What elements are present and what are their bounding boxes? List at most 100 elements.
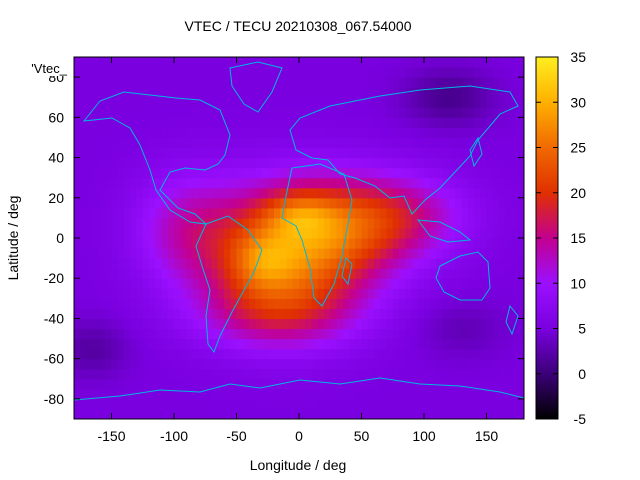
heatmap-cell bbox=[361, 207, 369, 219]
heatmap-cell bbox=[517, 328, 524, 340]
heatmap-cell bbox=[236, 67, 244, 78]
heatmap-cell bbox=[205, 378, 213, 390]
heatmap-cell bbox=[205, 238, 213, 249]
heatmap-cell bbox=[142, 408, 150, 419]
heatmap-cell bbox=[324, 57, 331, 68]
heatmap-cell bbox=[505, 177, 513, 189]
heatmap-cell bbox=[399, 127, 406, 139]
heatmap-cell bbox=[336, 97, 344, 108]
heatmap-cell bbox=[486, 157, 494, 169]
heatmap-cell bbox=[449, 197, 456, 209]
heatmap-cell bbox=[242, 147, 250, 159]
heatmap-cell bbox=[92, 308, 100, 320]
heatmap-cell bbox=[374, 408, 381, 419]
heatmap-cell bbox=[149, 187, 156, 199]
heatmap-cell bbox=[92, 127, 100, 139]
heatmap-cell bbox=[80, 328, 88, 340]
heatmap-cell bbox=[305, 117, 313, 128]
heatmap-cell bbox=[161, 177, 169, 189]
heatmap-cell bbox=[99, 67, 106, 78]
heatmap-cell bbox=[117, 187, 125, 199]
heatmap-cell bbox=[105, 258, 113, 269]
heatmap-cell bbox=[374, 137, 381, 149]
heatmap-cell bbox=[236, 258, 244, 269]
heatmap-cell bbox=[242, 268, 250, 279]
heatmap-cell bbox=[180, 157, 188, 169]
heatmap-cell bbox=[442, 67, 450, 78]
heatmap-cell bbox=[399, 358, 406, 370]
heatmap-cell bbox=[292, 378, 300, 390]
heatmap-cell bbox=[174, 207, 181, 219]
heatmap-cell bbox=[442, 348, 450, 360]
heatmap-cell bbox=[392, 358, 400, 370]
heatmap-cell bbox=[117, 398, 125, 410]
heatmap-cell bbox=[186, 348, 194, 360]
heatmap-cell bbox=[211, 197, 219, 209]
heatmap-cell bbox=[374, 117, 381, 128]
heatmap-cell bbox=[242, 157, 250, 169]
heatmap-cell bbox=[355, 97, 363, 108]
heatmap-cell bbox=[186, 217, 194, 229]
heatmap-cell bbox=[117, 378, 125, 390]
heatmap-cell bbox=[286, 137, 294, 149]
heatmap-cell bbox=[117, 157, 125, 169]
heatmap-cell bbox=[180, 318, 188, 330]
heatmap-cell bbox=[280, 368, 288, 380]
heatmap-cell bbox=[380, 258, 388, 269]
heatmap-cell bbox=[499, 207, 506, 219]
heatmap-cell bbox=[299, 157, 306, 169]
heatmap-cell bbox=[430, 398, 438, 410]
heatmap-cell bbox=[299, 368, 306, 380]
heatmap-cell bbox=[161, 137, 169, 149]
heatmap-cell bbox=[286, 217, 294, 229]
heatmap-cell bbox=[492, 67, 500, 78]
heatmap-cell bbox=[492, 328, 500, 340]
heatmap-cell bbox=[274, 238, 281, 249]
heatmap-cell bbox=[399, 308, 406, 320]
heatmap-cell bbox=[417, 97, 425, 108]
heatmap-cell bbox=[124, 398, 131, 410]
heatmap-cell bbox=[161, 238, 169, 249]
heatmap-cell bbox=[367, 238, 375, 249]
heatmap-cell bbox=[480, 388, 488, 400]
heatmap-cell bbox=[274, 147, 281, 159]
heatmap-cell bbox=[92, 77, 100, 88]
heatmap-cell bbox=[167, 97, 175, 108]
heatmap-cell bbox=[367, 378, 375, 390]
heatmap-cell bbox=[386, 147, 394, 159]
heatmap-cell bbox=[492, 107, 500, 118]
heatmap-cell bbox=[74, 388, 81, 400]
heatmap-cell bbox=[292, 147, 300, 159]
heatmap-cell bbox=[174, 157, 181, 169]
heatmap-cell bbox=[136, 87, 144, 98]
heatmap-cell bbox=[442, 137, 450, 149]
heatmap-cell bbox=[74, 248, 81, 259]
heatmap-cell bbox=[380, 87, 388, 98]
heatmap-cell bbox=[461, 258, 469, 269]
heatmap-cell bbox=[305, 77, 313, 88]
heatmap-cell bbox=[205, 97, 213, 108]
heatmap-cell bbox=[92, 248, 100, 259]
heatmap-cell bbox=[236, 157, 244, 169]
heatmap-cell bbox=[517, 167, 524, 179]
heatmap-cell bbox=[355, 147, 363, 159]
heatmap-cell bbox=[211, 187, 219, 199]
heatmap-cell bbox=[324, 248, 331, 259]
heatmap-cell bbox=[149, 398, 156, 410]
heatmap-cell bbox=[186, 328, 194, 340]
heatmap-cell bbox=[211, 107, 219, 118]
heatmap-cell bbox=[317, 227, 325, 239]
heatmap-cell bbox=[192, 227, 200, 239]
heatmap-cell bbox=[80, 308, 88, 320]
heatmap-cell bbox=[286, 227, 294, 239]
heatmap-cell bbox=[74, 288, 81, 299]
heatmap-cell bbox=[380, 298, 388, 309]
heatmap-cell bbox=[130, 97, 138, 108]
heatmap-cell bbox=[455, 298, 463, 309]
heatmap-cell bbox=[430, 227, 438, 239]
heatmap-cell bbox=[142, 117, 150, 128]
heatmap-cell bbox=[236, 268, 244, 279]
heatmap-cell bbox=[286, 378, 294, 390]
heatmap-cell bbox=[517, 137, 524, 149]
heatmap-cell bbox=[311, 368, 319, 380]
